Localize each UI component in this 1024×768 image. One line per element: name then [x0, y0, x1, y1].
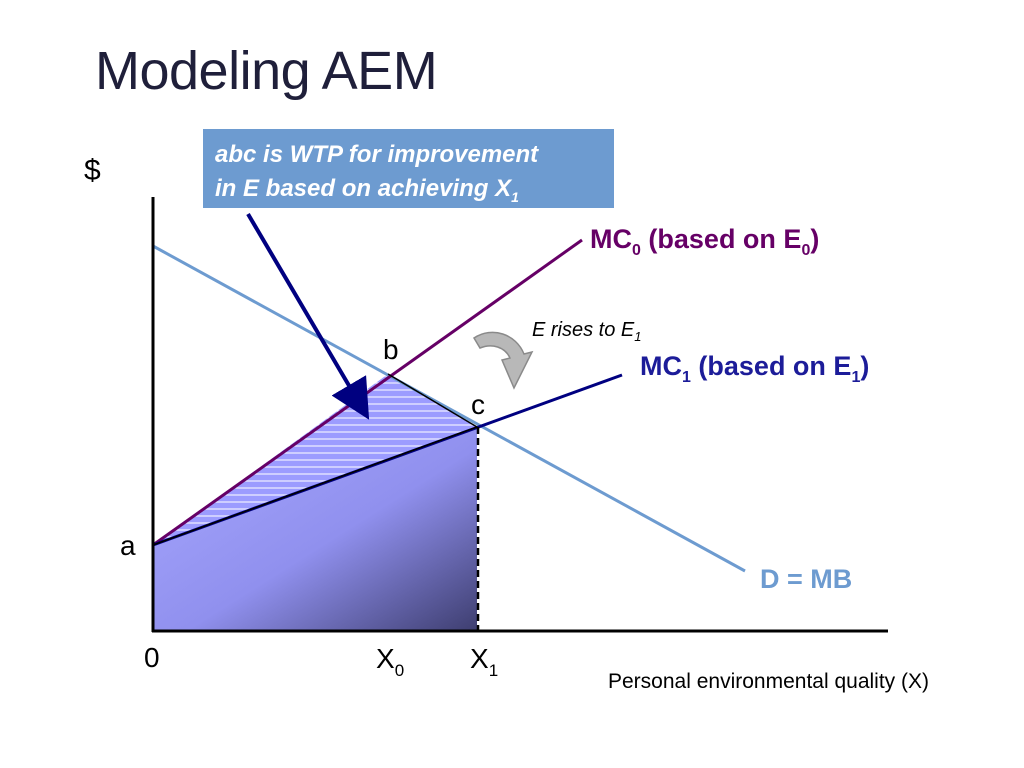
- callout-line-2-text: in E based on achieving X: [215, 175, 512, 202]
- mc0-label-text: (based on E: [641, 224, 802, 254]
- x1-label: X1: [470, 643, 498, 680]
- mc1-label-prefix: MC: [640, 351, 682, 381]
- x0-label-text: X: [376, 643, 395, 674]
- x0-label: X0: [376, 643, 404, 680]
- mc1-label-subscript: 1: [682, 369, 691, 386]
- mc1-label-subscript-2: 1: [851, 369, 860, 386]
- mc0-label-subscript-2: 0: [801, 242, 810, 259]
- mc1-label-suffix: ): [860, 351, 869, 381]
- shift-arrow-icon: [472, 331, 534, 390]
- mc0-label-prefix: MC: [590, 224, 632, 254]
- demand-label: D = MB: [760, 564, 852, 594]
- x1-label-text: X: [470, 643, 489, 674]
- y-axis-label: $: [84, 154, 101, 187]
- page-title: Modeling AEM: [95, 41, 438, 101]
- x0-label-subscript: 0: [395, 661, 404, 680]
- origin-label: 0: [144, 642, 160, 673]
- demand-curve: [152, 244, 746, 573]
- callout-line-2-subscript: 1: [511, 188, 519, 205]
- mc0-label-suffix: ): [810, 224, 819, 254]
- point-a-label: a: [120, 530, 136, 561]
- callout-line-1: abc is WTP for improvement: [215, 141, 539, 168]
- ac-line: [152, 426, 478, 546]
- x1-label-subscript: 1: [489, 661, 498, 680]
- wtp-callout-box: abc is WTP for improvement in E based on…: [203, 129, 614, 208]
- mc1-label: MC1 (based on E1): [640, 351, 869, 386]
- callout-arrow: [246, 212, 370, 420]
- point-c-label: c: [471, 389, 485, 420]
- x-axis-label: Personal environmental quality (X): [608, 670, 929, 693]
- mc1-label-text: (based on E: [691, 351, 852, 381]
- callout-line-2: in E based on achieving X1: [215, 172, 602, 214]
- shaded-cost-area: [153, 427, 477, 631]
- mc0-label-subscript: 0: [632, 242, 641, 259]
- shift-annotation: E rises to E1: [532, 319, 642, 344]
- mc0-label: MC0 (based on E0): [590, 224, 819, 259]
- point-b-label: b: [383, 334, 399, 365]
- shift-annotation-text: E rises to E: [532, 319, 635, 341]
- bc-segment: [387, 373, 478, 428]
- shift-annotation-subscript: 1: [634, 329, 641, 344]
- wtp-triangle-abc: [153, 374, 477, 545]
